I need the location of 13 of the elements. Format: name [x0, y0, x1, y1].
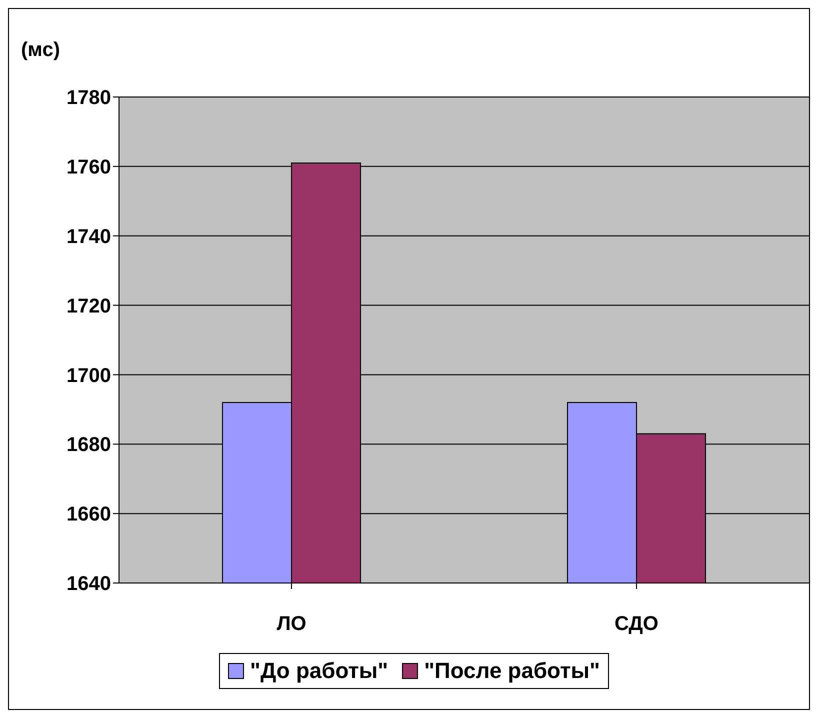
legend-label: "После работы"	[423, 658, 600, 684]
y-tick-label: 1700	[66, 364, 111, 387]
y-tick-label: 1660	[66, 504, 111, 526]
x-tick-label: СДО	[614, 613, 658, 636]
y-tick-label: 1640	[66, 573, 111, 596]
y-tick-label: 1680	[66, 434, 111, 456]
y-axis-title: (мс)	[21, 39, 60, 62]
y-tick-label: 1740	[66, 226, 111, 248]
y-tick-label: 1720	[66, 295, 111, 318]
y-tick-label: 1780	[66, 87, 111, 110]
x-tick-label: ЛО	[276, 613, 306, 636]
y-tick-label: 1760	[66, 156, 111, 179]
legend-label: "До работы"	[249, 658, 388, 684]
